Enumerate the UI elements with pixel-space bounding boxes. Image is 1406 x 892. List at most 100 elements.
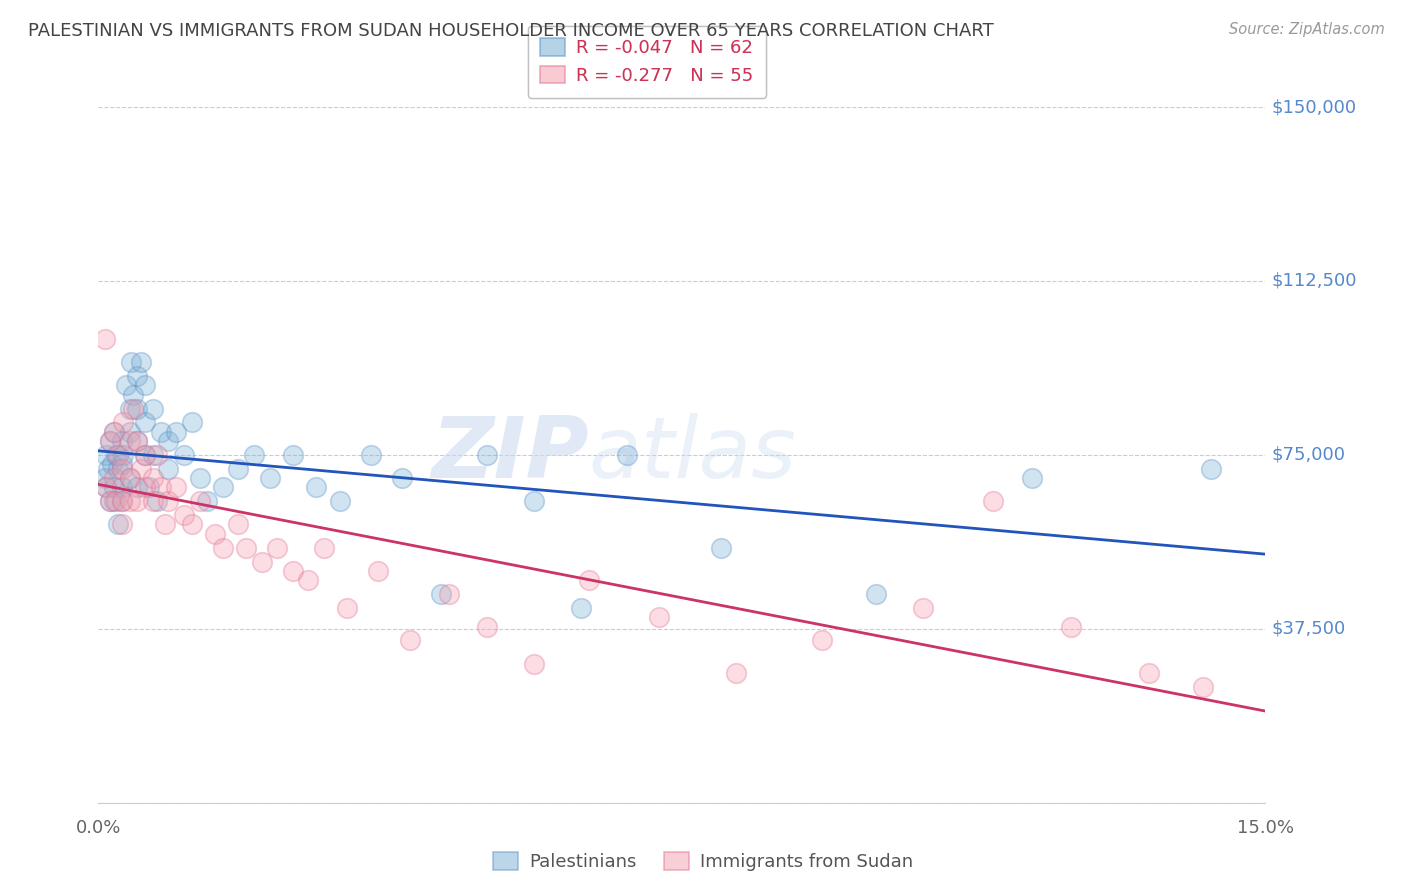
Point [98,494,121,508]
Point [165,425,187,439]
Point [104,448,127,462]
Point [157,494,180,508]
Point [127,369,149,384]
Text: $150,000: $150,000 [1271,98,1357,116]
Point [97,462,120,476]
Point [111,494,134,508]
Point [212,541,235,555]
Point [118,494,141,508]
Text: ZIP: ZIP [430,413,589,497]
Point [477,619,499,633]
Point [142,448,165,462]
Point [578,573,600,587]
Point [104,494,127,508]
Point [118,471,141,485]
Point [1021,471,1043,485]
Point [173,508,195,523]
Legend: R = -0.047   N = 62, R = -0.277   N = 55: R = -0.047 N = 62, R = -0.277 N = 55 [527,26,766,97]
Point [103,494,125,508]
Point [259,471,281,485]
Point [811,633,834,648]
Point [107,448,129,462]
Point [981,494,1004,508]
Point [157,462,180,476]
Point [118,401,141,416]
Text: PALESTINIAN VS IMMIGRANTS FROM SUDAN HOUSEHOLDER INCOME OVER 65 YEARS CORRELATIO: PALESTINIAN VS IMMIGRANTS FROM SUDAN HOU… [28,22,994,40]
Point [129,355,152,369]
Point [134,416,156,430]
Point [111,434,134,448]
Point [138,480,160,494]
Point [153,517,176,532]
Text: Source: ZipAtlas.com: Source: ZipAtlas.com [1229,22,1385,37]
Point [134,448,156,462]
Point [1060,619,1083,633]
Point [142,494,165,508]
Point [1137,665,1160,680]
Point [725,665,748,680]
Point [188,494,211,508]
Point [429,587,451,601]
Legend: Palestinians, Immigrants from Sudan: Palestinians, Immigrants from Sudan [486,846,920,879]
Point [204,526,226,541]
Point [523,657,546,671]
Point [360,448,382,462]
Point [118,471,141,485]
Point [149,480,172,494]
Text: $112,500: $112,500 [1271,272,1357,290]
Point [118,425,141,439]
Point [98,434,121,448]
Text: $37,500: $37,500 [1271,620,1346,638]
Point [146,494,169,508]
Point [101,457,124,471]
Point [98,494,121,508]
Point [391,471,413,485]
Point [107,462,129,476]
Point [195,494,218,508]
Point [103,425,125,439]
Point [477,448,499,462]
Point [329,494,352,508]
Point [118,434,141,448]
Point [228,462,250,476]
Point [134,480,156,494]
Point [146,448,169,462]
Point [111,462,134,476]
Point [114,378,136,392]
Point [398,633,420,648]
Text: $75,000: $75,000 [1271,446,1346,464]
Point [96,480,118,494]
Point [367,564,389,578]
Point [127,401,149,416]
Point [122,401,145,416]
Point [93,332,115,346]
Point [98,434,121,448]
Point [180,416,202,430]
Point [142,471,165,485]
Point [569,601,592,615]
Point [616,448,638,462]
Point [188,471,211,485]
Point [93,471,115,485]
Point [112,416,135,430]
Point [647,610,669,624]
Point [710,541,733,555]
Point [912,601,935,615]
Text: atlas: atlas [589,413,797,497]
Point [305,480,328,494]
Point [111,457,134,471]
Point [111,494,134,508]
Point [127,494,149,508]
Point [127,434,149,448]
Point [212,480,235,494]
Point [111,480,134,494]
Point [250,555,273,569]
Point [1199,462,1222,476]
Point [120,355,142,369]
Point [103,480,125,494]
Point [243,448,266,462]
Point [103,471,125,485]
Point [103,425,125,439]
Point [336,601,359,615]
Point [1192,680,1215,694]
